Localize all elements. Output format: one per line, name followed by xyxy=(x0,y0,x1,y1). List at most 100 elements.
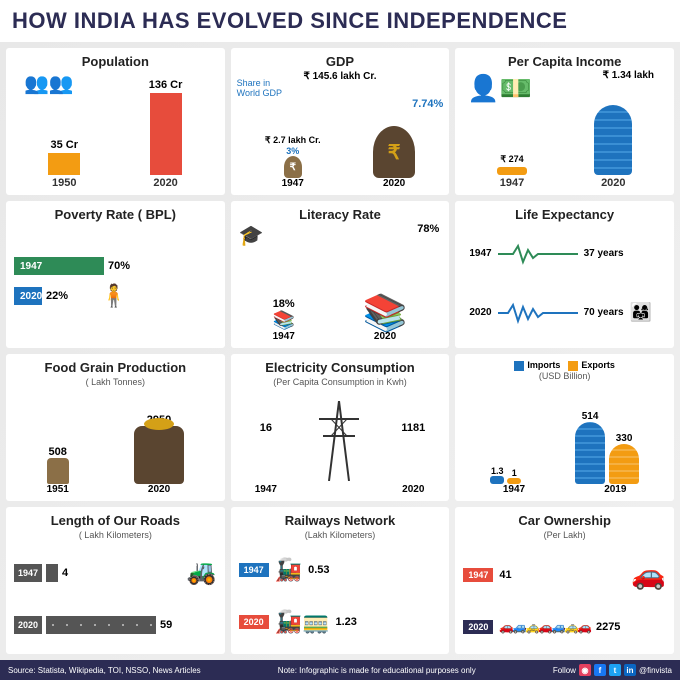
graduation-icon: 🎓 xyxy=(239,223,264,248)
share-label: Share in World GDP xyxy=(237,78,287,98)
bar-2020: 136 Cr 2020 xyxy=(149,79,183,189)
linkedin-icon: in xyxy=(624,664,636,676)
car-icon: 🚗 xyxy=(631,558,666,591)
panel-title: Railways Network xyxy=(239,513,442,528)
coins-1947: ₹ 274 1947 xyxy=(497,154,527,189)
rail-chart: 1947 🚂 0.53 2020 🚂🚃 1.23 xyxy=(239,544,442,648)
lit-1947: 18% 📚 1947 xyxy=(273,298,295,342)
gdp-1947: ₹ 2.7 lakh Cr. 3% ₹ 1947 xyxy=(265,135,321,189)
panel-title: Poverty Rate ( BPL) xyxy=(14,207,217,222)
hbar-chart: 1947 70% 2020 22% 🧍 xyxy=(14,224,217,342)
gdp-p2: 7.74% xyxy=(412,98,443,110)
life-2020: 2020 70 years 👨‍👩‍👧 xyxy=(469,301,660,325)
elec-chart: 16 1947 1181 2020 xyxy=(239,391,442,495)
legend: Imports Exports xyxy=(463,360,666,371)
books-icon: 📚 xyxy=(363,295,408,331)
footer: Source: Statista, Wikipedia, TOI, NSSO, … xyxy=(0,660,680,680)
road-2020: 2020 59 xyxy=(14,616,217,634)
books-icon: 📚 xyxy=(273,310,295,331)
literacy-chart: 18% 📚 1947 78% 📚 2020 xyxy=(239,224,442,342)
trade-1947: 1.3 1 xyxy=(490,466,521,484)
panel-title: Population xyxy=(14,54,217,69)
panel-grain: Food Grain Production ( Lakh Tonnes) 508… xyxy=(6,354,225,501)
panel-sub: ( Lakh Tonnes) xyxy=(14,377,217,387)
rail-2020: 2020 🚂🚃 1.23 xyxy=(239,609,442,635)
gdp-chart: ₹ 2.7 lakh Cr. 3% ₹ 1947 ₹ 2020 7.74% xyxy=(239,82,442,189)
grain-chart: 508 1951 2950 2020 xyxy=(14,391,217,495)
elec-1947: 16 1947 xyxy=(255,422,277,495)
panel-cars: Car Ownership (Per Lakh) 1947 41 🚗 2020 … xyxy=(455,507,674,654)
panel-electricity: Electricity Consumption (Per Capita Cons… xyxy=(231,354,450,501)
panel-title: GDP xyxy=(239,54,442,69)
life-1947: 1947 37 years xyxy=(469,242,660,266)
panel-sub: (Per Capita Consumption in Kwh) xyxy=(239,377,442,387)
infographic: HOW INDIA HAS EVOLVED SINCE INDEPENDENCE… xyxy=(0,0,680,680)
pylon-icon xyxy=(309,401,369,481)
panel-sub: ( Lakh Kilometers) xyxy=(14,530,217,540)
panel-trade: Imports Exports (USD Billion) 1.3 1 xyxy=(455,354,674,501)
pulse-icon xyxy=(498,242,578,266)
elec-2020: 1181 2020 xyxy=(401,422,425,495)
panel-gdp: GDP ₹ 145.6 lakh Cr. Share in World GDP … xyxy=(231,48,450,195)
panel-railways: Railways Network (Lakh Kilometers) 1947 … xyxy=(231,507,450,654)
grid: Population 👥👥 35 Cr 1950 136 Cr 2020 GDP… xyxy=(0,42,680,660)
train-icon: 🚂 xyxy=(275,557,302,583)
panel-life: Life Expectancy 1947 37 years 2020 70 ye… xyxy=(455,201,674,348)
twitter-icon: t xyxy=(609,664,621,676)
row-2020: 2020 22% 🧍 xyxy=(14,283,217,309)
panel-population: Population 👥👥 35 Cr 1950 136 Cr 2020 xyxy=(6,48,225,195)
life-chart: 1947 37 years 2020 70 years 👨‍👩‍👧 xyxy=(463,224,666,342)
trade-2019: 514 330 xyxy=(575,411,639,484)
lit-2020: 78% 📚 2020 xyxy=(363,295,408,342)
bar xyxy=(150,93,182,175)
bar-1950: 35 Cr 1950 xyxy=(48,139,80,189)
panel-title: Length of Our Roads xyxy=(14,513,217,528)
grain-2020: 2950 2020 xyxy=(134,414,184,495)
panel-title: Car Ownership xyxy=(463,513,666,528)
facebook-icon: f xyxy=(594,664,606,676)
cars-icon: 🚗🚙🚕🚗🚙🚕🚗 xyxy=(499,620,590,634)
panel-sub: (Lakh Kilometers) xyxy=(239,530,442,540)
footer-note: Note: Infographic is made for educationa… xyxy=(278,666,476,675)
panel-title: Life Expectancy xyxy=(463,207,666,222)
roads-chart: 1947 4 🚜 2020 59 xyxy=(14,544,217,648)
coin-chart: ₹ 274 1947 2020 xyxy=(463,71,666,189)
panel-title: Literacy Rate xyxy=(239,207,442,222)
car-chart: 1947 41 🚗 2020 🚗🚙🚕🚗🚙🚕🚗 2275 xyxy=(463,544,666,648)
main-title: HOW INDIA HAS EVOLVED SINCE INDEPENDENCE xyxy=(0,0,680,42)
panel-title: Per Capita Income xyxy=(463,54,666,69)
road-1947: 1947 4 🚜 xyxy=(14,558,217,587)
rail-1947: 1947 🚂 0.53 xyxy=(239,557,442,583)
sack-icon xyxy=(134,426,184,484)
sack-icon xyxy=(47,458,69,484)
coin-stack xyxy=(594,105,632,175)
gdp-2020: ₹ 2020 xyxy=(373,126,415,189)
pulse-icon xyxy=(498,301,578,325)
car-2020: 2020 🚗🚙🚕🚗🚙🚕🚗 2275 xyxy=(463,620,666,634)
panel-roads: Length of Our Roads ( Lakh Kilometers) 1… xyxy=(6,507,225,654)
train-icon: 🚂🚃 xyxy=(275,609,330,635)
coin-stack xyxy=(497,167,527,175)
person-icon: 🧍 xyxy=(100,283,127,309)
row-1947: 1947 70% xyxy=(14,257,217,275)
instagram-icon: ◉ xyxy=(579,664,591,676)
family-icon: 👨‍👩‍👧 xyxy=(630,302,652,323)
panel-title: Electricity Consumption xyxy=(239,360,442,375)
footer-social: Follow ◉ f t in @finvista xyxy=(553,664,672,676)
panel-sub: (Per Lakh) xyxy=(463,530,666,540)
moneybag-icon: ₹ xyxy=(284,156,302,178)
footer-source: Source: Statista, Wikipedia, TOI, NSSO, … xyxy=(8,666,201,675)
people-icon: 👥👥 xyxy=(24,71,74,96)
panel-literacy: Literacy Rate 🎓 18% 📚 1947 78% 📚 2020 xyxy=(231,201,450,348)
grain-1951: 508 1951 xyxy=(47,446,69,495)
coins-2020: 2020 xyxy=(594,105,632,189)
moneybag-icon: ₹ xyxy=(373,126,415,178)
panel-percapita: Per Capita Income ₹ 1.34 lakh 👤💵 ₹ 274 1… xyxy=(455,48,674,195)
car-1947: 1947 41 🚗 xyxy=(463,558,666,591)
panel-poverty: Poverty Rate ( BPL) 1947 70% 2020 22% 🧍 xyxy=(6,201,225,348)
bar xyxy=(48,153,80,175)
panel-title: Food Grain Production xyxy=(14,360,217,375)
trade-chart: 1.3 1 514 330 xyxy=(463,385,666,484)
panel-sub: (USD Billion) xyxy=(463,371,666,381)
roller-icon: 🚜 xyxy=(187,558,217,587)
